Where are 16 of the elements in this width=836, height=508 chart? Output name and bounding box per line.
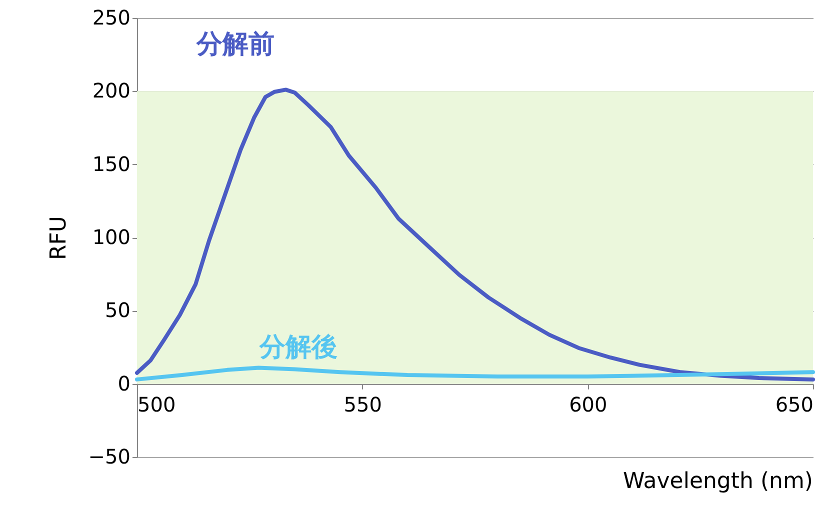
x-axis-title: Wavelength (nm) xyxy=(622,469,813,494)
y-tick-label: −50 xyxy=(88,444,130,468)
y-axis-title: RFU xyxy=(46,216,72,260)
line-series xyxy=(135,366,815,382)
y-tick-label: 0 xyxy=(118,371,130,396)
y-tick-label: 50 xyxy=(105,298,130,322)
x-tick-label: 550 xyxy=(344,392,382,416)
series-label: 分解前 xyxy=(196,30,275,60)
y-tick-label: 200 xyxy=(92,78,130,103)
x-tick-label: 650 xyxy=(775,392,814,416)
y-tick-label: 150 xyxy=(92,152,130,176)
series-label: 分解後 xyxy=(258,332,338,363)
y-tick-label: 100 xyxy=(92,225,130,249)
y-tick-label: 250 xyxy=(92,6,130,30)
x-tick-label: 600 xyxy=(569,392,608,416)
x-tick-label: 500 xyxy=(138,392,176,416)
